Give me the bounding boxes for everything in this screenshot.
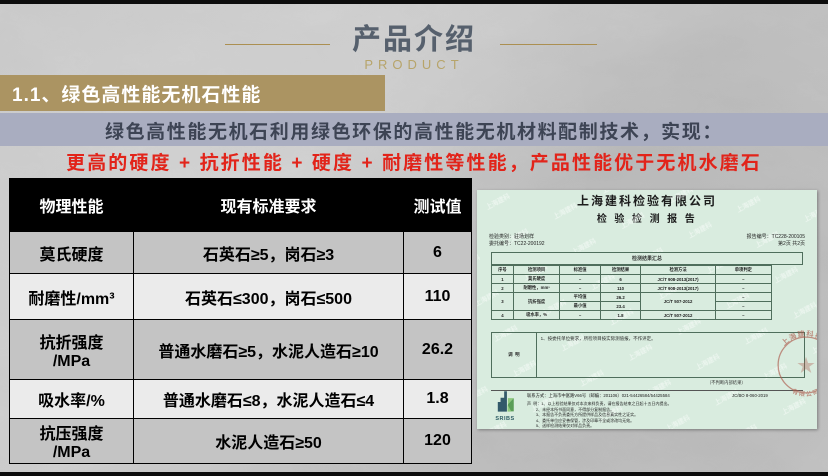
svg-text:上海建科检验: 上海建科检验 xyxy=(779,329,817,347)
svg-text:有限公司: 有限公司 xyxy=(791,387,817,398)
